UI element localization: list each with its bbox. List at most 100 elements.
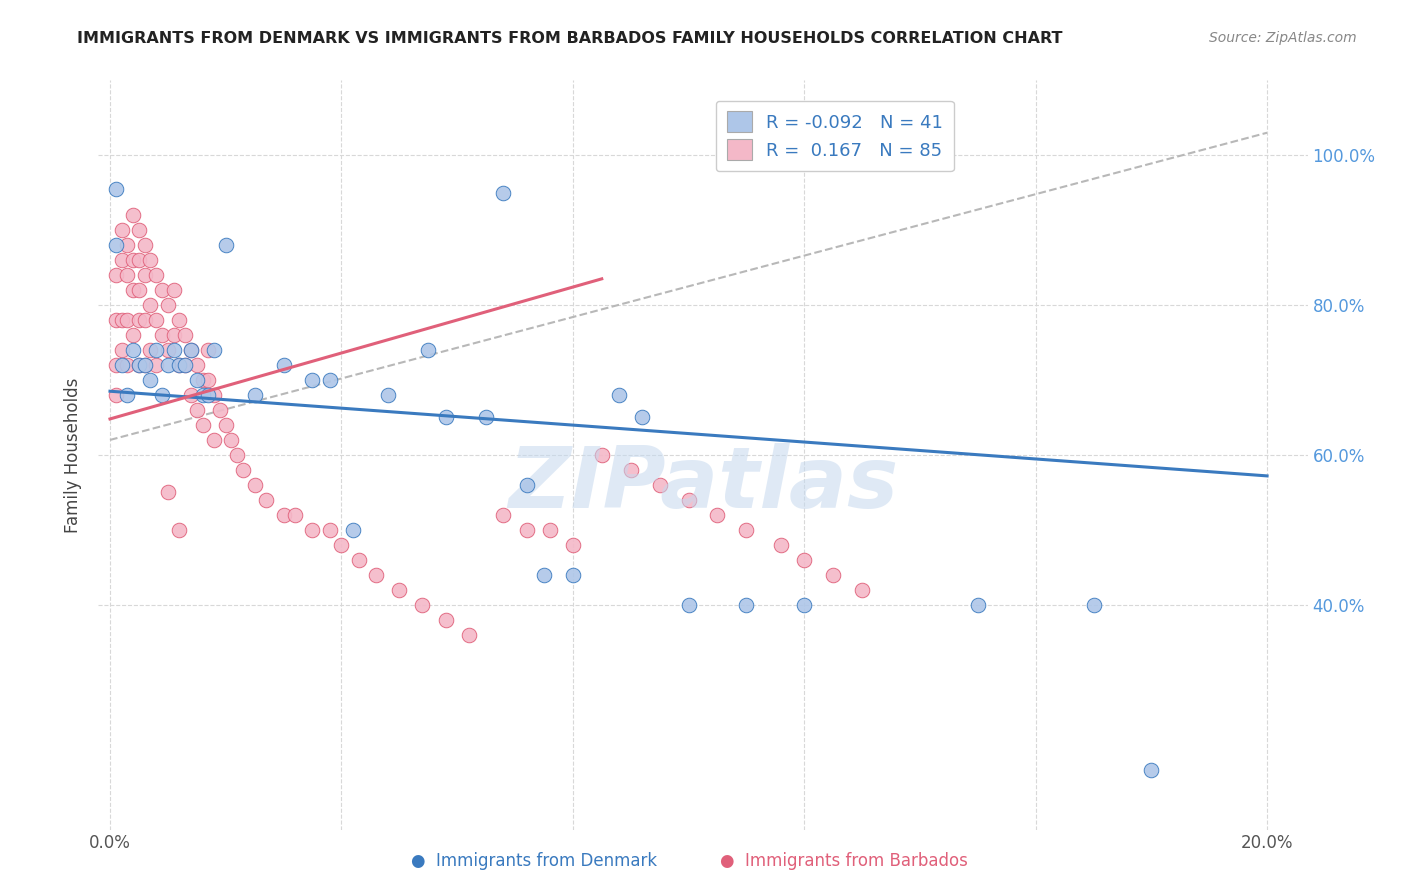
Point — [197, 388, 219, 402]
Point — [128, 283, 150, 297]
Point — [156, 343, 179, 357]
Point — [823, 567, 845, 582]
Point — [561, 538, 583, 552]
Point — [150, 328, 173, 343]
Point — [735, 523, 758, 537]
Y-axis label: Family Households: Family Households — [65, 377, 83, 533]
Text: ZIPatlas: ZIPatlas — [508, 443, 898, 526]
Point — [117, 238, 139, 252]
Point — [492, 508, 515, 522]
Point — [215, 417, 238, 432]
Point — [273, 508, 295, 522]
Point — [110, 223, 132, 237]
Point — [169, 523, 191, 537]
Point — [117, 358, 139, 372]
Point — [122, 208, 145, 222]
Point — [110, 358, 132, 372]
Text: ●  Immigrants from Denmark: ● Immigrants from Denmark — [411, 852, 658, 870]
Point — [197, 373, 219, 387]
Point — [139, 343, 162, 357]
Point — [169, 313, 191, 327]
Point — [117, 388, 139, 402]
Point — [150, 388, 173, 402]
Point — [186, 373, 208, 387]
Point — [191, 388, 214, 402]
Text: Source: ZipAtlas.com: Source: ZipAtlas.com — [1209, 31, 1357, 45]
Point — [191, 417, 214, 432]
Point — [411, 598, 433, 612]
Point — [139, 298, 162, 312]
Point — [851, 582, 873, 597]
Point — [139, 373, 162, 387]
Point — [162, 283, 184, 297]
Point — [104, 388, 127, 402]
Point — [301, 373, 323, 387]
Point — [156, 358, 179, 372]
Point — [169, 358, 191, 372]
Point — [342, 523, 364, 537]
Point — [1083, 598, 1105, 612]
Point — [631, 410, 654, 425]
Point — [156, 298, 179, 312]
Point — [128, 223, 150, 237]
Point — [117, 268, 139, 282]
Point — [156, 485, 179, 500]
Point — [122, 328, 145, 343]
Point — [301, 523, 323, 537]
Point — [128, 358, 150, 372]
Point — [104, 238, 127, 252]
Point — [128, 358, 150, 372]
Point — [366, 567, 388, 582]
Point — [243, 478, 266, 492]
Point — [202, 388, 225, 402]
Text: ●  Immigrants from Barbados: ● Immigrants from Barbados — [720, 852, 967, 870]
Point — [169, 358, 191, 372]
Point — [110, 343, 132, 357]
Point — [243, 388, 266, 402]
Point — [418, 343, 440, 357]
Point — [434, 613, 457, 627]
Point — [145, 358, 167, 372]
Point — [122, 253, 145, 268]
Point — [273, 358, 295, 372]
Point — [735, 598, 758, 612]
Point — [104, 182, 127, 196]
Point — [319, 523, 342, 537]
Point — [215, 238, 238, 252]
Point — [678, 492, 700, 507]
Point — [330, 538, 353, 552]
Point — [232, 463, 254, 477]
Point — [145, 268, 167, 282]
Point — [221, 433, 243, 447]
Point — [150, 283, 173, 297]
Point — [202, 433, 225, 447]
Point — [145, 313, 167, 327]
Point — [134, 358, 156, 372]
Point — [475, 410, 498, 425]
Point — [202, 343, 225, 357]
Point — [678, 598, 700, 612]
Point — [104, 268, 127, 282]
Point — [117, 313, 139, 327]
Point — [457, 628, 479, 642]
Point — [284, 508, 307, 522]
Point — [607, 388, 630, 402]
Legend: R = -0.092   N = 41, R =  0.167   N = 85: R = -0.092 N = 41, R = 0.167 N = 85 — [716, 101, 953, 171]
Point — [966, 598, 988, 612]
Text: IMMIGRANTS FROM DENMARK VS IMMIGRANTS FROM BARBADOS FAMILY HOUSEHOLDS CORRELATIO: IMMIGRANTS FROM DENMARK VS IMMIGRANTS FR… — [77, 31, 1063, 46]
Point — [128, 253, 150, 268]
Point — [770, 538, 793, 552]
Point — [174, 328, 197, 343]
Point — [145, 343, 167, 357]
Point — [174, 358, 197, 372]
Point — [434, 410, 457, 425]
Point — [128, 313, 150, 327]
Point — [174, 358, 197, 372]
Point — [110, 253, 132, 268]
Point — [208, 403, 231, 417]
Point — [134, 313, 156, 327]
Point — [180, 388, 202, 402]
Point — [134, 358, 156, 372]
Point — [226, 448, 249, 462]
Point — [706, 508, 728, 522]
